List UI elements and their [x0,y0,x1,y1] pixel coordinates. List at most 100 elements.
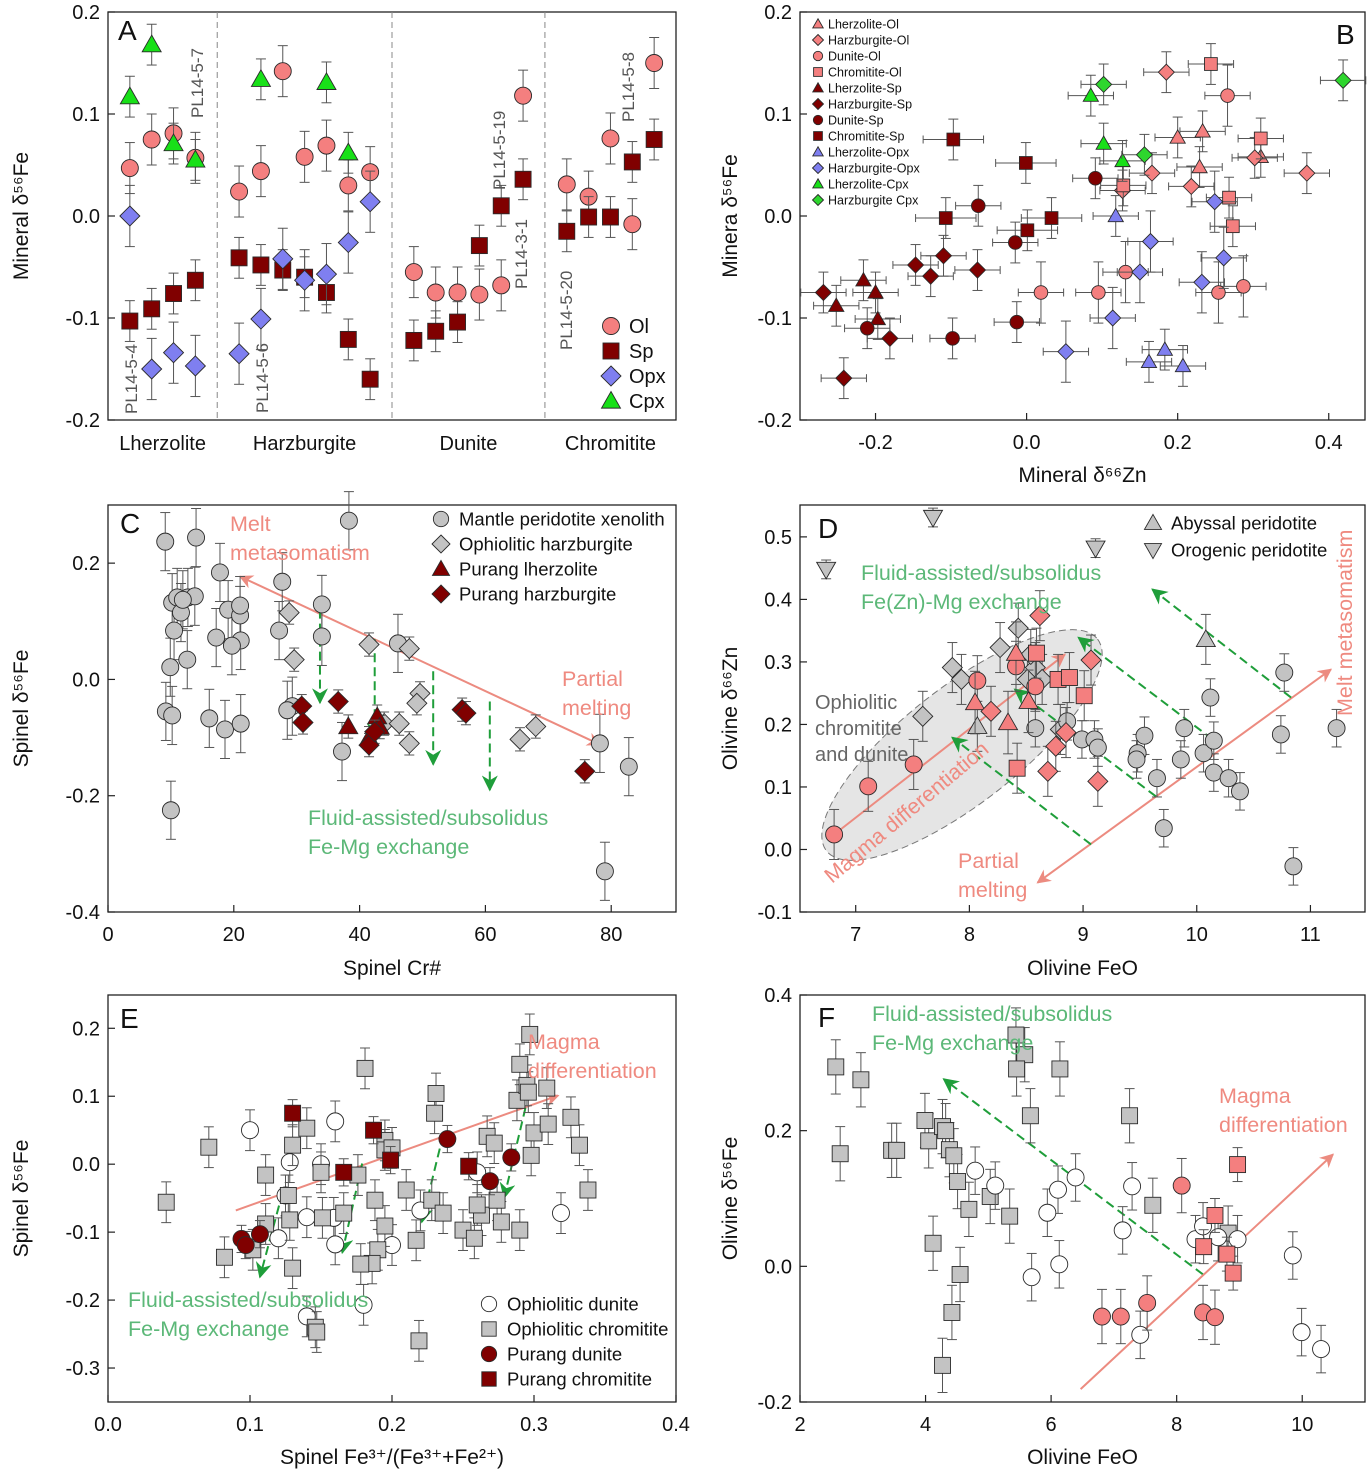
annotation-text: Melt [230,512,271,536]
data-point [119,205,141,227]
annotation-text: melting [562,696,631,720]
x-tick-label: 40 [348,924,370,946]
data-point [525,715,547,738]
y-tick-label: 0.2 [764,1121,792,1143]
data-point [1080,649,1102,671]
data-point [1211,285,1226,300]
data-point [1007,617,1029,639]
x-tick-label: 10 [1291,1414,1313,1436]
plot-area-frame [799,994,1366,1403]
data-point [934,247,953,265]
data-point [623,215,642,234]
data-point [312,595,331,614]
data-point [270,621,289,640]
data-point [945,331,960,346]
data-point [338,716,359,735]
data-point [519,1083,537,1101]
data-point [231,596,250,615]
y-tick-label: -0.2 [66,410,100,432]
x-tick-label: 2 [794,1414,805,1436]
data-point [492,197,510,215]
x-tick-label: 0.3 [520,1414,548,1436]
legend-marker [811,177,825,189]
data-point [1138,1294,1157,1312]
data-point [273,62,292,81]
data-point [427,1085,445,1102]
legend: Abyssal peridotite Orogenic peridotite [1143,513,1327,561]
data-point [358,633,380,656]
legend-marker [431,559,451,576]
data-point [514,86,533,105]
data-point [1008,235,1023,250]
y-tick-label: 0.5 [764,527,792,549]
data-point [831,1145,849,1163]
data-point [521,1025,539,1043]
data-point [1028,644,1045,662]
data-point [388,712,410,735]
panel-letter: A [118,15,137,46]
series-purang-chromitite [284,1099,478,1187]
legend-marker [811,17,825,29]
data-point [356,1059,374,1077]
panel-letter: B [1336,19,1355,50]
y-axis-label: Spinel δ⁵⁶Fe [10,1140,33,1258]
data-point [1206,1308,1224,1327]
data-point [989,636,1011,659]
legend-marker [811,193,825,207]
category-label: Lherzolite [119,433,206,455]
data-point [308,1323,326,1341]
legend-marker [600,390,622,409]
y-tick-label: -0.1 [758,902,792,924]
data-point [522,1146,540,1164]
data-point [427,322,445,340]
legend: Lherzolite-Ol Harzburgite-Ol Dunite-Ol Chro… [811,17,920,208]
sample-label: PL14-3-1 [512,219,531,289]
annotation-text: Fe-Mg exchange [872,1031,1033,1055]
series-dunite-sp [844,157,1119,360]
data-point [278,601,300,624]
data-point [1271,725,1290,744]
series-chromitite-ol [1100,43,1284,248]
data-point [1026,719,1045,738]
exchange-trend-arrow [1151,588,1292,699]
data-point [623,153,641,171]
y-tick-label: 0.0 [72,206,100,228]
data-point [284,1259,302,1277]
annotation-text: differentiation [1219,1113,1348,1137]
data-point [1292,1323,1311,1342]
data-point [1135,146,1154,164]
legend-label: Abyssal peridotite [1171,513,1317,534]
data-point [1033,285,1049,300]
data-point [470,237,488,255]
data-point [1082,87,1100,102]
annotation-text: Partial [562,667,623,691]
data-point [557,175,576,194]
data-point [1334,71,1352,89]
x-tick-label: 80 [600,924,622,946]
data-point [354,1295,373,1314]
series-chromitite-sp [915,118,1083,252]
data-point [1009,314,1025,330]
x-tick-label: 10 [1186,924,1208,946]
series-lherzolite-sp [813,259,901,340]
panel-letter: E [120,1003,139,1034]
data-point [186,271,204,289]
data-point [1095,75,1113,94]
data-point [964,692,986,711]
legend-label: Purang lherzolite [459,559,598,580]
legend-label: Cpx [629,391,665,413]
data-point [1008,759,1026,777]
data-point [511,1221,529,1239]
data-point [161,658,180,677]
data-point [200,709,219,728]
annotation-text: Fluid-assisted/subsolidus [308,806,548,830]
data-point [619,757,638,776]
data-point [488,1191,506,1209]
data-point [423,1191,441,1209]
data-point [827,297,845,312]
data-point [1131,263,1149,281]
data-point [1140,353,1158,369]
y-tick-label: 0.4 [764,589,792,611]
data-point [448,283,467,302]
data-point [281,1211,299,1229]
